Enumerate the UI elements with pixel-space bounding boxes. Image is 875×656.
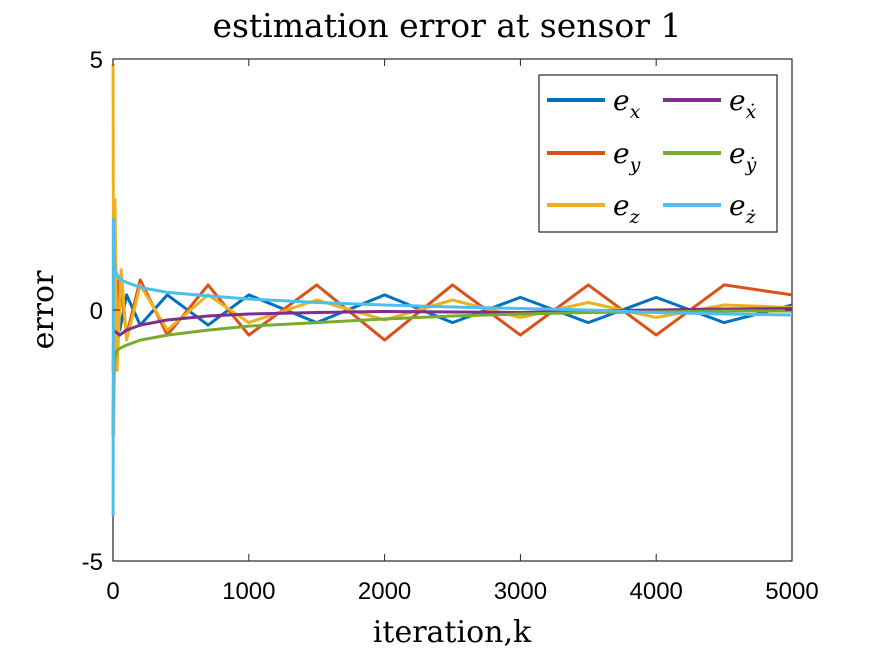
x-tick-label: 4000 — [630, 578, 683, 605]
y-axis-label: error — [26, 270, 61, 349]
x-tick-label: 2000 — [358, 578, 411, 605]
y-tick-label: 0 — [90, 298, 103, 325]
legend-item-2: ez — [547, 189, 641, 228]
legend-item-0: ex — [547, 84, 641, 123]
x-tick-label: 1000 — [222, 578, 275, 605]
legend-item-5: eż — [663, 189, 757, 228]
legend-label: eż — [729, 189, 757, 228]
x-axis-label: iteration,k — [373, 615, 532, 650]
legend-label: eẋ — [729, 84, 757, 123]
y-tick-label: 5 — [90, 47, 103, 74]
x-tick-label: 0 — [106, 578, 119, 605]
legend-item-3: eẋ — [663, 84, 757, 123]
y-tick-label: -5 — [82, 549, 103, 576]
legend-item-1: ey — [547, 137, 641, 176]
legend-label: ex — [613, 84, 641, 123]
chart-title: estimation error at sensor 1 — [212, 6, 681, 45]
legend: ex ey ez eẋ eẏ eż — [538, 74, 778, 233]
series-line-2 — [111, 63, 793, 437]
series-layer — [111, 63, 793, 516]
series-line-5 — [111, 218, 793, 516]
legend-label: ez — [613, 189, 641, 228]
x-tick-label: 3000 — [494, 578, 547, 605]
legend-label: eẏ — [729, 137, 757, 176]
legend-item-4: eẏ — [663, 137, 757, 176]
x-tick-label: 5000 — [765, 578, 818, 605]
legend-label: ey — [613, 137, 641, 176]
tick-layer: 0 1000 2000 3000 4000 5000-505 — [82, 47, 819, 605]
